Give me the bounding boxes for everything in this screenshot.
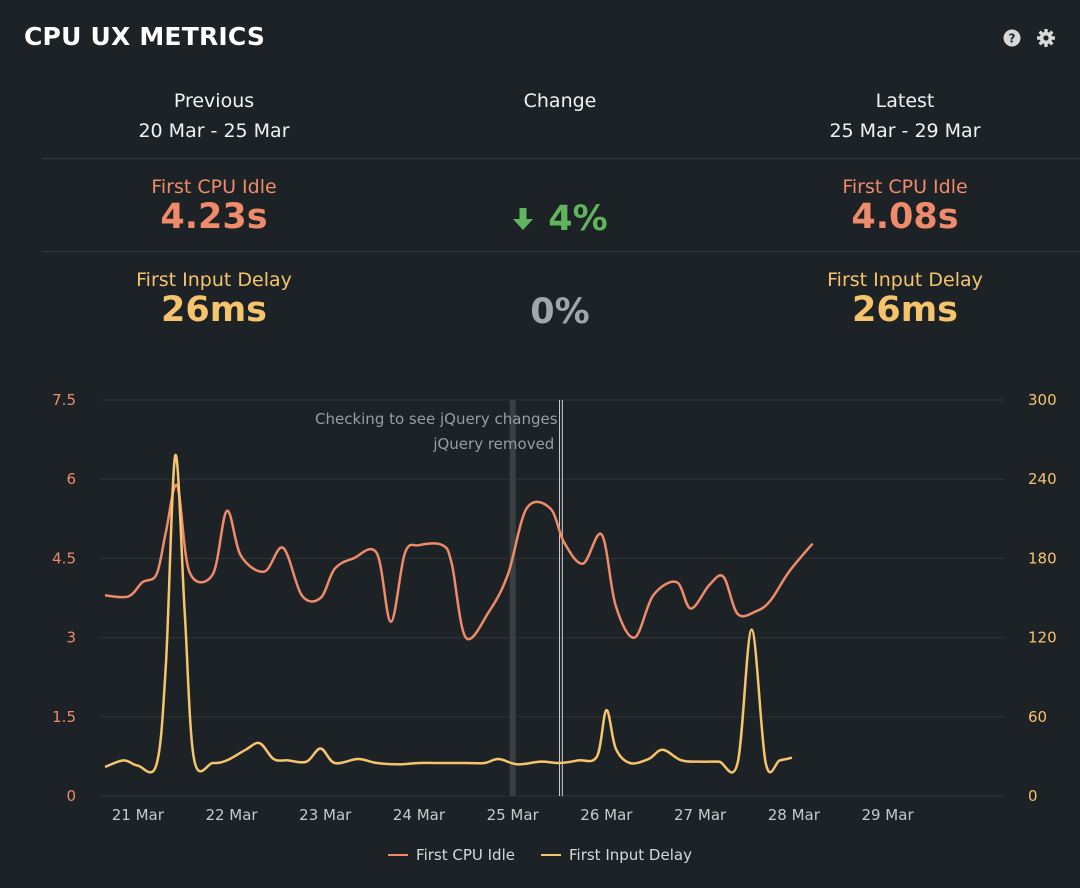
x-tick-label: 24 Mar <box>393 806 446 824</box>
input-delay-series-line <box>104 454 793 774</box>
change-value: 4% <box>548 199 608 239</box>
x-tick-label: 28 Mar <box>768 806 821 824</box>
legend-label: First CPU Idle <box>416 846 515 864</box>
input-delay-change: 0% <box>390 292 730 332</box>
x-tick-label: 23 Mar <box>299 806 352 824</box>
metrics-line-chart[interactable]: 0 0 1.5 60 3 120 4.5 180 6 240 7.5 300 21 Mar 22 Mar 2… <box>0 380 1080 830</box>
previous-period-label: Previous <box>173 90 255 112</box>
latest-period-range: 25 Mar - 29 Mar <box>829 120 981 142</box>
cpu-idle-series-line <box>104 483 814 641</box>
divider <box>42 158 1080 159</box>
y-left-tick-label: 4.5 <box>52 549 76 567</box>
x-tick-label: 25 Mar <box>487 806 540 824</box>
y-right-tick-label: 120 <box>1028 629 1057 647</box>
metric-value: 4.23s <box>160 197 268 237</box>
annotation-label: Checking to see jQuery changes <box>315 410 558 428</box>
metric-name: First Input Delay <box>827 269 983 291</box>
legend-label: First Input Delay <box>568 846 692 864</box>
metric-name: First Input Delay <box>136 269 292 291</box>
x-tick-label: 22 Mar <box>205 806 258 824</box>
metric-value: 26ms <box>851 290 958 330</box>
chart-legend: First CPU Idle First Input Delay <box>0 846 1080 864</box>
y-left-tick-label: 3 <box>66 629 76 647</box>
legend-swatch <box>540 854 561 856</box>
previous-input-delay: First Input Delay 26ms <box>44 269 384 329</box>
svg-text:?: ? <box>1009 32 1016 46</box>
metric-name: First CPU Idle <box>842 176 968 198</box>
panel-title: CPU UX METRICS <box>24 22 266 51</box>
panel-header: CPU UX METRICS ? <box>24 22 1056 56</box>
latest-period-label: Latest <box>875 90 935 112</box>
x-tick-label: 26 Mar <box>580 806 633 824</box>
annotation-label: jQuery removed <box>432 435 554 453</box>
y-right-tick-label: 180 <box>1028 549 1057 567</box>
y-right-tick-label: 240 <box>1028 470 1057 488</box>
x-tick-label: 29 Mar <box>861 806 914 824</box>
previous-period-range: 20 Mar - 25 Mar <box>138 120 290 142</box>
metric-value: 4.08s <box>851 197 959 237</box>
divider <box>42 251 1080 252</box>
metric-value: 26ms <box>160 290 267 330</box>
y-left-tick-label: 6 <box>66 470 76 488</box>
cpu-idle-change: 4% <box>390 199 730 239</box>
y-left-tick-label: 1.5 <box>52 708 76 726</box>
help-icon[interactable]: ? <box>1002 28 1022 48</box>
change-label: Change <box>523 90 597 112</box>
latest-cpu-idle: First CPU Idle 4.08s <box>735 176 1075 236</box>
header-actions: ? <box>1002 28 1056 48</box>
annotation-band <box>509 400 516 796</box>
change-value: 0% <box>530 292 590 332</box>
gear-icon[interactable] <box>1036 28 1056 48</box>
metric-name: First CPU Idle <box>151 176 277 198</box>
y-left-tick-label: 7.5 <box>52 391 76 409</box>
legend-item-cpu-idle[interactable]: First CPU Idle <box>388 846 515 864</box>
x-tick-label: 27 Mar <box>674 806 727 824</box>
y-right-tick-label: 0 <box>1028 787 1038 805</box>
x-tick-label: 21 Mar <box>112 806 165 824</box>
y-left-tick-label: 0 <box>66 787 76 805</box>
latest-input-delay: First Input Delay 26ms <box>735 269 1075 329</box>
y-right-tick-label: 300 <box>1028 391 1057 409</box>
arrow-down-icon <box>513 208 534 230</box>
legend-item-input-delay[interactable]: First Input Delay <box>540 846 692 864</box>
previous-cpu-idle: First CPU Idle 4.23s <box>44 176 384 236</box>
legend-swatch <box>388 854 409 856</box>
y-right-tick-label: 60 <box>1028 708 1047 726</box>
